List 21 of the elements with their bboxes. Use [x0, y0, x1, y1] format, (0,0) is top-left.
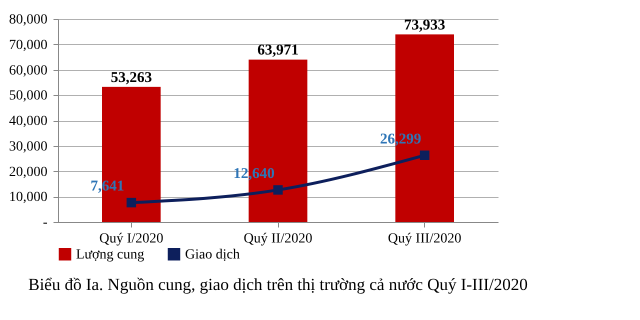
point: [273, 185, 283, 195]
text: Biểu đồ Ia. Nguồn cung, giao dịch trên thị trường cả nước Quý I-III/2020: [28, 275, 528, 294]
legend-label: Lượng cung: [76, 247, 144, 262]
data-label: 63,971: [257, 42, 299, 59]
y-tick-label: 30,000: [9, 139, 48, 154]
data-label: 53,263: [110, 70, 152, 86]
x-tick-label: Quý II/2020: [244, 232, 312, 246]
point: [126, 198, 136, 208]
y-tick-label: 80,000: [9, 12, 48, 28]
data-label: 73,933: [404, 17, 446, 34]
legend-label: Giao dịch: [185, 247, 240, 262]
y-tick-label: 60,000: [9, 63, 48, 78]
x-tick-label: Quý III/2020: [388, 232, 462, 246]
point: [420, 150, 430, 160]
y-tick-label: 40,000: [9, 114, 48, 129]
y-tick-label: 20,000: [9, 164, 48, 180]
x-tick-label: Quý I/2020: [99, 232, 164, 246]
y-tick-label: 70,000: [9, 38, 48, 53]
y-tick-label: -: [42, 216, 48, 230]
y-tick-label: 50,000: [9, 88, 48, 104]
y-tick-label: 10,000: [9, 190, 48, 206]
